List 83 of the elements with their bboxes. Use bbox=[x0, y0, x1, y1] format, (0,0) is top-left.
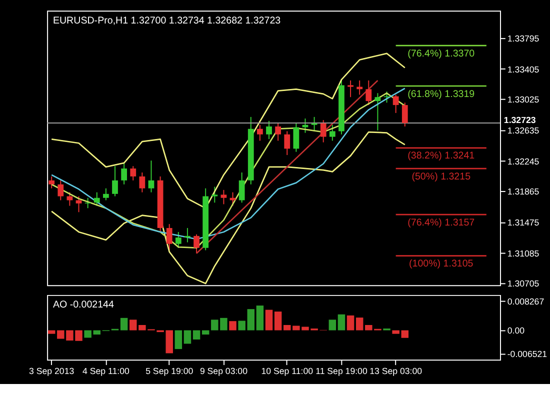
candlestick bbox=[48, 176, 55, 189]
candlestick bbox=[112, 166, 118, 197]
candlestick bbox=[212, 186, 218, 204]
bar bbox=[120, 318, 128, 330]
bar bbox=[184, 330, 192, 344]
bar bbox=[238, 320, 246, 330]
annotation: (76.4%) 1.3157 bbox=[408, 217, 475, 228]
candlestick bbox=[256, 124, 263, 142]
candlestick bbox=[348, 80, 354, 98]
candlestick bbox=[392, 94, 399, 114]
bar bbox=[356, 318, 364, 330]
candlestick bbox=[130, 166, 136, 181]
y-tick-label: 0.008267 bbox=[507, 296, 544, 306]
bar bbox=[256, 306, 264, 330]
candlestick bbox=[366, 80, 372, 106]
bar bbox=[392, 330, 400, 334]
candlestick bbox=[102, 188, 109, 201]
bar bbox=[328, 320, 336, 330]
candlestick bbox=[148, 160, 154, 193]
line-series bbox=[50, 52, 406, 209]
candlestick bbox=[302, 118, 308, 134]
y-tick-label: 1.33025 bbox=[507, 94, 540, 105]
bar bbox=[229, 321, 236, 330]
bar bbox=[202, 330, 210, 335]
candlestick bbox=[374, 92, 381, 131]
y-tick-label: 1.31865 bbox=[507, 186, 540, 197]
candlestick bbox=[58, 180, 64, 201]
x-tick-label: 11 Sep 19:00 bbox=[316, 366, 368, 376]
candlestick bbox=[220, 189, 227, 205]
candlestick bbox=[175, 231, 182, 248]
chart-title: EURUSD-Pro,H1 1.32700 1.32734 1.32682 1.32723 bbox=[52, 15, 282, 26]
y-tick-label: 1.31085 bbox=[507, 248, 540, 258]
bar bbox=[129, 320, 137, 330]
bar bbox=[192, 330, 200, 340]
bar bbox=[283, 324, 291, 330]
x-tick-label: 13 Sep 03:00 bbox=[370, 366, 422, 376]
bar bbox=[84, 330, 92, 338]
bar bbox=[338, 314, 346, 330]
annotation: (50%) 1.3215 bbox=[412, 171, 472, 182]
bar bbox=[93, 330, 101, 335]
candlestick bbox=[329, 124, 336, 142]
line-series bbox=[50, 131, 406, 284]
x-tick-label: 3 Sep 2013 bbox=[29, 366, 74, 376]
candlestick bbox=[320, 120, 326, 143]
annotation: (61.8%) 1.3319 bbox=[408, 88, 475, 100]
x-tick-label: 9 Sep 03:00 bbox=[200, 366, 248, 376]
x-tick-label: 5 Sep 19:00 bbox=[146, 366, 194, 376]
ref-line-label: 1.32723 bbox=[504, 115, 536, 126]
candlestick bbox=[84, 197, 91, 209]
y-tick-label: 1.30705 bbox=[507, 278, 540, 289]
annotation: (38.2%) 1.3241 bbox=[408, 150, 475, 162]
bar bbox=[401, 330, 409, 338]
candlestick bbox=[184, 228, 190, 243]
candlestick bbox=[139, 172, 146, 193]
bar bbox=[247, 309, 255, 330]
candlestick bbox=[293, 122, 300, 152]
candlestick bbox=[402, 102, 408, 127]
candlestick bbox=[194, 234, 200, 254]
annotation: (100%) 1.3105 bbox=[408, 258, 474, 270]
bar bbox=[274, 312, 282, 330]
y-tick-label: 1.32635 bbox=[507, 125, 540, 136]
annotation: (76.4%) 1.3370 bbox=[408, 48, 476, 60]
y-tick-label: 1.31475 bbox=[507, 217, 540, 228]
candlestick bbox=[275, 122, 282, 142]
y-tick-label: 1.32245 bbox=[507, 156, 540, 166]
candlestick bbox=[76, 196, 82, 213]
y-tick-label: -0.006521 bbox=[507, 348, 548, 359]
bar bbox=[346, 315, 354, 330]
candlestick bbox=[94, 192, 100, 206]
candlestick bbox=[284, 130, 290, 156]
x-tick-label: 10 Sep 11:00 bbox=[261, 366, 314, 376]
bar bbox=[265, 310, 273, 330]
bar bbox=[48, 330, 56, 334]
bar bbox=[174, 330, 182, 350]
candlestick bbox=[166, 224, 172, 251]
candlestick bbox=[121, 162, 128, 185]
y-tick-label: 0.00 bbox=[507, 326, 525, 336]
y-tick-label: 1.33405 bbox=[507, 64, 540, 74]
x-tick-label: 4 Sep 11:00 bbox=[82, 366, 130, 376]
candlestick bbox=[238, 172, 245, 204]
candlestick bbox=[266, 120, 272, 140]
y-tick-label: 1.33795 bbox=[507, 33, 540, 44]
text: AO -0.002144 bbox=[52, 300, 114, 311]
